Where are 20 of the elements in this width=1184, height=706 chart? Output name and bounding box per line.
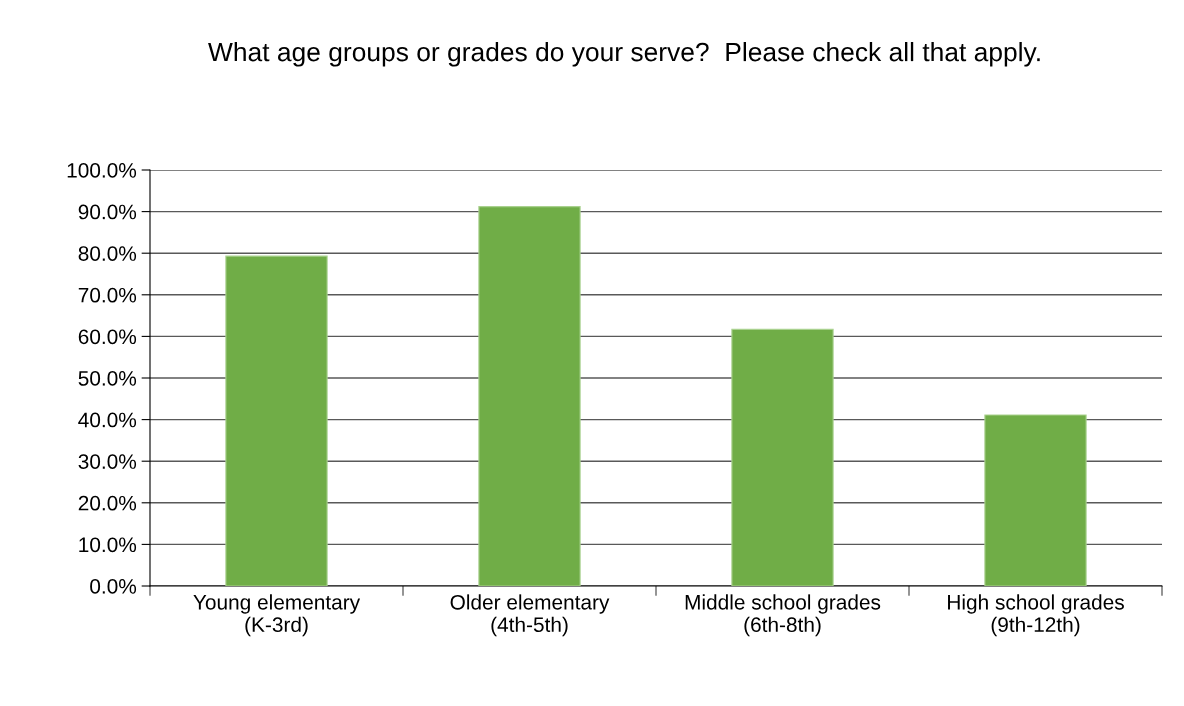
y-tick-label: 30.0% bbox=[78, 454, 137, 469]
bar bbox=[478, 206, 581, 586]
y-tick-label: 70.0% bbox=[78, 287, 137, 303]
y-tick-label: 50.0% bbox=[78, 371, 137, 386]
x-tick-label: Young elementary (K-3rd) bbox=[193, 594, 361, 637]
x-tick-label: Older elementary (4th-5th) bbox=[450, 594, 610, 637]
y-tick-label: 20.0% bbox=[78, 495, 137, 511]
bar bbox=[984, 414, 1087, 586]
y-tick-label: 40.0% bbox=[78, 412, 137, 428]
bar bbox=[225, 255, 328, 586]
x-tick-label: Middle school grades (6th-8th) bbox=[685, 594, 881, 637]
y-tick-label: 0.0% bbox=[90, 579, 137, 594]
chart-title: What age groups or grades do your serve? Please check all that apply. bbox=[208, 42, 1040, 67]
bar bbox=[731, 328, 834, 586]
y-tick-label: 60.0% bbox=[78, 329, 137, 345]
y-tick-label: 80.0% bbox=[78, 246, 137, 261]
x-tick-label: High school grades (9th-12th) bbox=[948, 594, 1124, 637]
y-tick-label: 90.0% bbox=[78, 204, 137, 220]
y-tick-label: 10.0% bbox=[79, 537, 137, 553]
y-tick-label: 100.0% bbox=[67, 163, 137, 178]
